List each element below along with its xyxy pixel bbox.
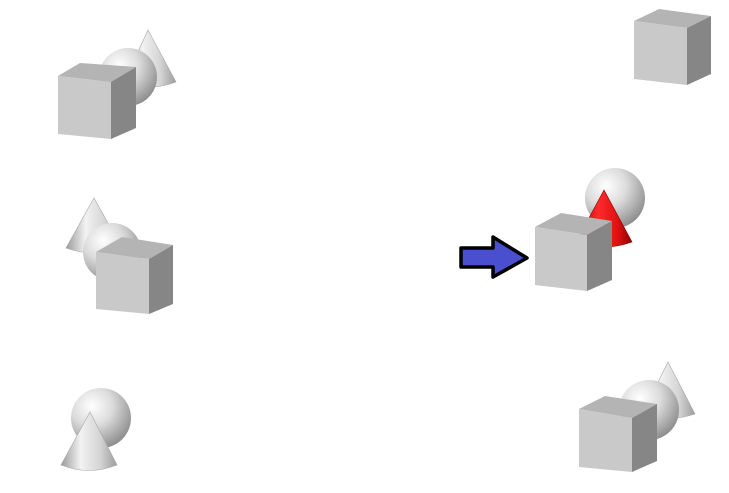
group-bottom-right	[579, 361, 696, 472]
cube-shape	[634, 9, 711, 85]
cone-shape	[60, 411, 118, 471]
cube-shape	[58, 63, 136, 139]
cube-shape	[579, 396, 657, 472]
cube-shape	[96, 237, 173, 314]
cube-shape	[535, 213, 612, 291]
right-arrow-icon	[459, 235, 529, 279]
group-top-right	[634, 9, 711, 85]
group-middle-left	[65, 197, 173, 314]
group-bottom-left	[60, 388, 131, 471]
group-middle-right	[535, 168, 645, 291]
group-top-left	[58, 29, 177, 139]
